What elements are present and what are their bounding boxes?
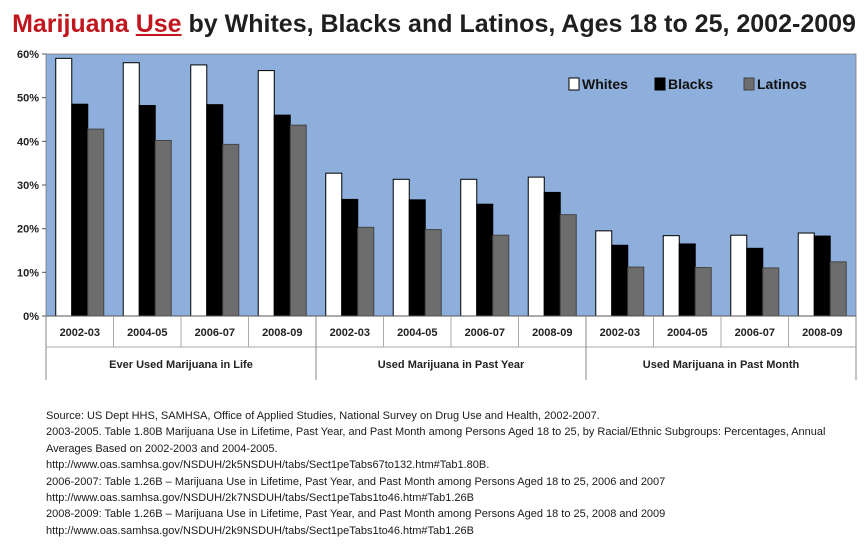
bar-whites	[325, 172, 343, 317]
bar-latinos	[222, 143, 240, 317]
x-tick-label: 2004-05	[127, 327, 167, 339]
source-line: http://www.oas.samhsa.gov/NSDUH/2k9NSDUH…	[46, 524, 474, 537]
x-tick-label: 2002-03	[330, 327, 370, 339]
bar-blacks	[138, 105, 156, 317]
bar-latinos	[424, 229, 442, 317]
x-tick-label: 2006-07	[735, 327, 775, 339]
bar-blacks	[611, 244, 629, 317]
bar-whites	[797, 232, 815, 317]
bar-latinos	[559, 214, 577, 317]
bar-blacks	[746, 247, 764, 317]
x-tick-label: 2008-09	[262, 327, 302, 339]
bar-whites	[257, 70, 275, 317]
x-tick-label: 2004-05	[667, 327, 707, 339]
y-tick-label: 50%	[17, 93, 39, 105]
y-tick-label: 0%	[23, 311, 39, 323]
x-tick-label: 2004-05	[397, 327, 437, 339]
x-tick-label: 2008-09	[802, 327, 842, 339]
legend-swatch-whites	[568, 77, 580, 91]
bar-latinos	[154, 139, 172, 317]
x-group-label: Ever Used Marijuana in Life	[109, 359, 253, 371]
bar-latinos	[289, 124, 307, 317]
title-use: Use	[135, 10, 182, 38]
bar-blacks	[206, 104, 224, 317]
y-tick-label: 40%	[17, 136, 39, 148]
bar-whites	[392, 178, 410, 317]
x-tick-label: 2006-07	[465, 327, 505, 339]
bar-latinos	[492, 234, 510, 317]
x-tick-label: 2006-07	[195, 327, 235, 339]
chart-title: Marijuana Use by Whites, Blacks and Lati…	[0, 10, 868, 39]
bar-blacks	[273, 114, 291, 317]
bar-whites	[460, 178, 478, 317]
x-group-label: Used Marijuana in Past Year	[378, 359, 525, 371]
bar-whites	[55, 57, 73, 317]
x-tick-label: 2002-03	[600, 327, 640, 339]
bar-blacks	[678, 243, 696, 317]
legend-label-whites: Whites	[582, 76, 628, 92]
source-notes: Source: US Dept HHS, SAMHSA, Office of A…	[46, 408, 861, 539]
bar-whites	[730, 234, 748, 317]
bar-whites	[595, 230, 613, 317]
bar-latinos	[694, 267, 712, 317]
bar-whites	[122, 62, 140, 317]
source-line: http://www.oas.samhsa.gov/NSDUH/2k5NSDUH…	[46, 459, 490, 472]
bar-blacks	[408, 199, 426, 317]
bar-latinos	[762, 267, 780, 317]
source-line: 2003-2005. Table 1.80B Marijuana Use in …	[46, 426, 826, 455]
source-line: Source: US Dept HHS, SAMHSA, Office of A…	[46, 410, 600, 422]
bar-whites	[662, 235, 680, 317]
source-line: 2008-2009: Table 1.26B – Marijuana Use i…	[46, 508, 666, 521]
plot-area	[45, 53, 857, 317]
x-group-label: Used Marijuana in Past Month	[643, 359, 800, 371]
bar-whites	[527, 176, 545, 317]
legend-label-latinos: Latinos	[757, 76, 807, 92]
x-tick-label: 2002-03	[60, 327, 100, 339]
title-marijuana: Marijuana	[12, 10, 129, 38]
bar-blacks	[476, 203, 494, 317]
bar-blacks	[543, 191, 561, 317]
bar-latinos	[87, 128, 105, 317]
bar-latinos	[357, 226, 375, 317]
source-line: http://www.oas.samhsa.gov/NSDUH/2k7NSDUH…	[46, 492, 474, 505]
bar-latinos	[829, 261, 847, 317]
y-tick-label: 30%	[17, 180, 39, 192]
legend-label-blacks: Blacks	[668, 76, 713, 92]
legend-swatch-latinos	[743, 77, 755, 91]
bar-chart: 0% 10% 20% 30% 40% 50% 60% 2002-03 2004-05 2006-0…	[17, 49, 857, 380]
bar-blacks	[341, 198, 359, 317]
y-tick-label: 10%	[17, 267, 39, 279]
x-tick-label: 2008-09	[532, 327, 572, 339]
title-rest: by Whites, Blacks and Latinos, Ages 18 t…	[181, 10, 856, 38]
y-tick-label: 60%	[17, 49, 39, 61]
y-tick-label: 20%	[17, 224, 39, 236]
bar-latinos	[627, 266, 645, 317]
legend-swatch-blacks	[654, 77, 666, 91]
bar-blacks	[71, 103, 89, 317]
bar-blacks	[813, 235, 831, 317]
bar-whites	[190, 64, 208, 317]
source-line: 2006-2007: Table 1.26B – Marijuana Use i…	[46, 475, 666, 488]
